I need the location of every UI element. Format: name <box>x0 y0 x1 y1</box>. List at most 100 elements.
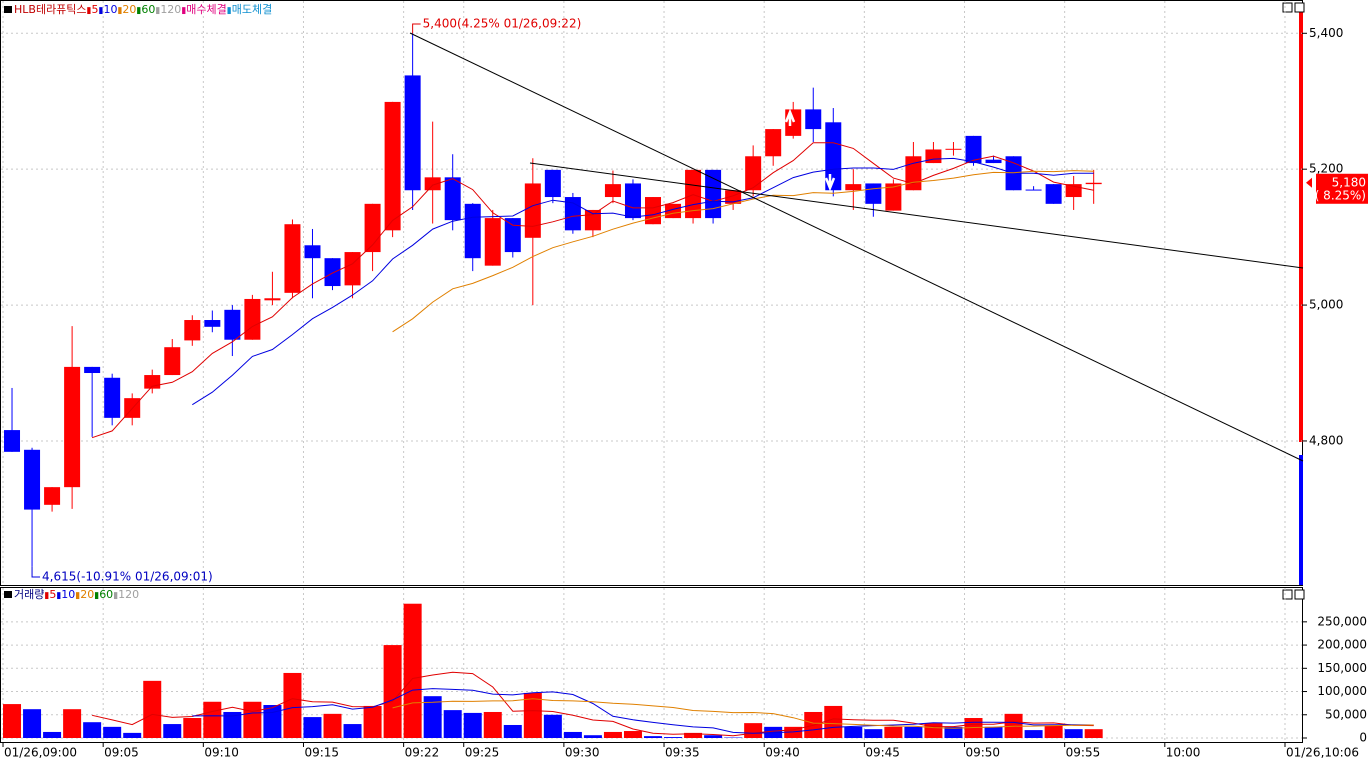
legend-swatch: ▮ <box>181 6 186 16</box>
panel-button[interactable] <box>1282 2 1293 13</box>
y-tick-label: 5,200 <box>1309 162 1343 176</box>
candle-body <box>264 298 281 301</box>
volume-bar <box>824 705 843 738</box>
moving-average <box>392 170 1094 333</box>
volume-bar <box>443 710 462 738</box>
candle-body <box>1085 182 1102 185</box>
candle-body <box>524 183 541 238</box>
candle-body <box>324 258 341 287</box>
candle-body <box>284 224 301 293</box>
high-note: 5,400(4.25% 01/26,09:22) <box>423 17 582 31</box>
legend-swatch: ▮ <box>117 6 122 16</box>
volume-bar <box>203 701 222 738</box>
y-tick-label: 50,000 <box>1325 707 1367 721</box>
volume-bar <box>263 705 282 738</box>
candle-body <box>24 449 41 510</box>
last-price-pointer <box>1306 177 1312 188</box>
y-tick-label: 100,000 <box>1317 684 1367 698</box>
x-tick-label: 09:05 <box>104 746 139 760</box>
moving-average <box>392 698 1094 729</box>
grid <box>1 1 1307 747</box>
volume-bar <box>3 704 22 738</box>
low-note: 4,615(-10.91% 01/26,09:01) <box>42 570 213 584</box>
candle-body <box>424 177 441 191</box>
legend-item: 120 <box>160 3 181 16</box>
candle-body <box>905 156 922 191</box>
volume-bar <box>583 735 602 738</box>
volume-bar <box>223 711 242 738</box>
legend-swatch: ▮ <box>113 591 118 601</box>
volume-bar <box>363 705 382 738</box>
legend: HLB테라퓨틱스▮5▮10▮20▮60▮120▮매수체결▮매도체결 <box>14 3 272 16</box>
legend-swatch: ▮ <box>227 6 232 16</box>
candle-body <box>645 197 662 225</box>
x-tick-label: 10:00 <box>1166 746 1201 760</box>
x-tick-label: 09:45 <box>865 746 900 760</box>
volume-bar <box>623 731 642 738</box>
volume-bar <box>744 723 763 738</box>
volume-bar <box>23 709 42 738</box>
volume-bar <box>343 724 362 738</box>
x-tick-label: 09:22 <box>405 746 440 760</box>
legend-swatch: ▮ <box>94 591 99 601</box>
x-tick-label: 09:10 <box>204 746 239 760</box>
volume-bar <box>844 726 863 738</box>
legend-swatch: ▮ <box>136 6 141 16</box>
x-tick-label: 09:50 <box>965 746 1000 760</box>
volume-bar <box>503 724 522 738</box>
candle-body <box>504 218 521 253</box>
candle-body <box>925 149 942 164</box>
x-tick-label: 09:15 <box>304 746 339 760</box>
legend-item: 20 <box>122 3 136 16</box>
candle-body <box>64 366 81 488</box>
candle-body <box>404 75 421 191</box>
legend-item: 60 <box>99 588 113 601</box>
legend-item: 5 <box>92 3 99 16</box>
moving-average <box>91 671 1094 737</box>
candle-body <box>765 129 782 157</box>
volume-bar <box>323 713 342 738</box>
legend-item: 매도체결 <box>232 3 272 16</box>
x-tick-label: 09:35 <box>665 746 700 760</box>
candle-body <box>204 320 221 327</box>
volume-bar <box>664 737 683 738</box>
volume-bar <box>63 709 82 738</box>
price-panel <box>0 0 1303 586</box>
panel-button[interactable] <box>1294 2 1305 13</box>
volume-bar <box>944 726 963 738</box>
note-pointer <box>31 566 41 578</box>
last-change: ( 8.25%) <box>1315 188 1366 202</box>
volume-bar <box>523 692 542 738</box>
candle-body <box>985 159 1002 164</box>
legend-item: 5 <box>49 588 56 601</box>
candle-body <box>885 183 902 211</box>
buy-arrow <box>784 108 796 126</box>
volume-bar <box>183 718 202 738</box>
y-tick-label: 200,000 <box>1317 638 1367 652</box>
sell-arrow <box>824 174 836 192</box>
volume-bar <box>423 696 442 738</box>
volume-bar <box>784 726 803 738</box>
price-gauge-up <box>1299 10 1303 442</box>
panel-button[interactable] <box>1294 589 1305 600</box>
volume-bar <box>123 732 142 738</box>
volume-bar <box>383 645 402 738</box>
legend-swatch: ▮ <box>44 591 49 601</box>
y-tick-label: 0 <box>1359 731 1367 745</box>
candle-body <box>44 487 61 505</box>
candle-body <box>484 218 501 266</box>
candle-body <box>84 366 101 374</box>
panel-button[interactable] <box>1282 589 1293 600</box>
trend-line <box>409 32 1304 462</box>
candle-body <box>785 109 802 136</box>
candle-body <box>745 156 762 191</box>
candle-body <box>104 377 121 418</box>
candle-body <box>825 122 842 191</box>
x-tick-label: 09:55 <box>1066 746 1101 760</box>
legend-swatch: ▮ <box>75 591 80 601</box>
x-tick-label: 01/26,10:06 <box>1286 746 1359 760</box>
volume-bar <box>243 701 262 738</box>
legend: 거래량▮5▮10▮20▮60▮120 <box>14 588 139 601</box>
legend-icon <box>4 6 12 13</box>
legend-item: 10 <box>103 3 117 16</box>
